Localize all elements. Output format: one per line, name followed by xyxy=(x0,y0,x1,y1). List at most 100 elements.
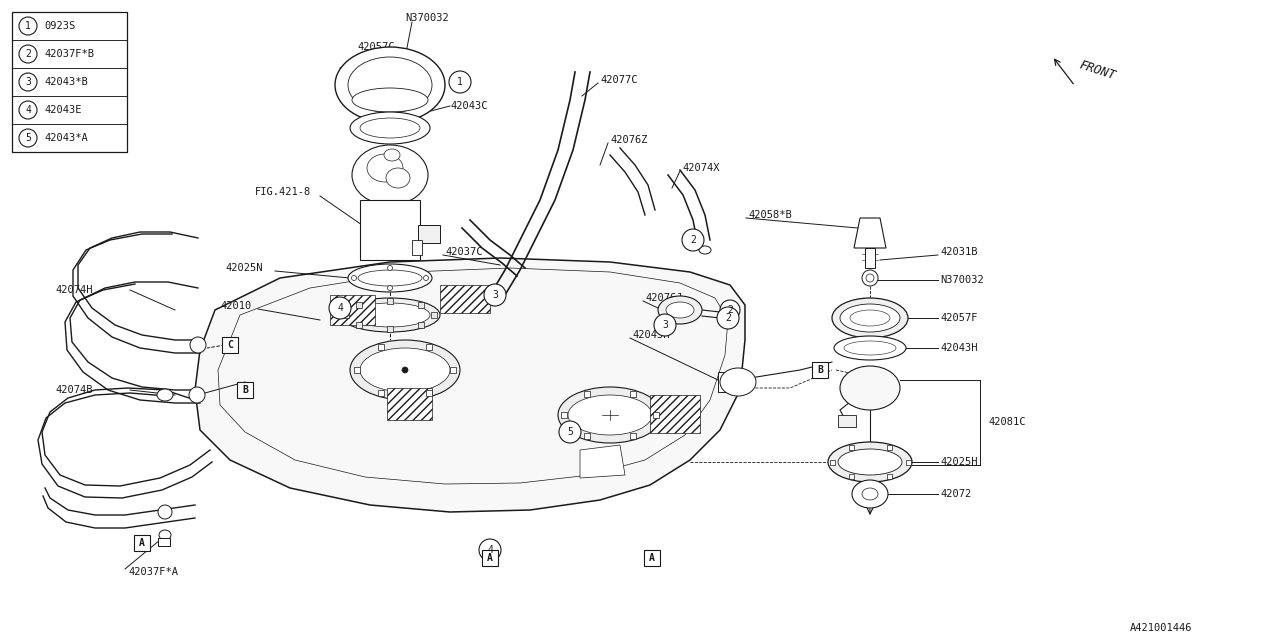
Ellipse shape xyxy=(666,302,694,318)
Bar xyxy=(343,312,349,318)
Ellipse shape xyxy=(424,275,429,280)
Circle shape xyxy=(329,297,351,319)
Circle shape xyxy=(682,229,704,251)
Text: 2: 2 xyxy=(690,235,696,245)
Text: A421001446: A421001446 xyxy=(1130,623,1193,633)
Text: 42072: 42072 xyxy=(940,489,972,499)
Ellipse shape xyxy=(658,296,701,324)
Ellipse shape xyxy=(358,270,422,286)
Text: 42057F: 42057F xyxy=(940,313,978,323)
Text: 42057C: 42057C xyxy=(357,42,396,52)
Bar xyxy=(12,96,127,124)
Polygon shape xyxy=(854,218,886,248)
Bar xyxy=(12,68,127,96)
Text: 3: 3 xyxy=(492,290,498,300)
Ellipse shape xyxy=(384,149,401,161)
Text: 3: 3 xyxy=(26,77,31,87)
Text: FRONT: FRONT xyxy=(1078,58,1117,82)
Bar xyxy=(451,367,456,373)
Circle shape xyxy=(19,73,37,91)
Ellipse shape xyxy=(340,298,440,332)
Ellipse shape xyxy=(699,246,710,254)
Circle shape xyxy=(19,45,37,63)
Circle shape xyxy=(19,17,37,35)
Polygon shape xyxy=(195,258,745,512)
Text: 4: 4 xyxy=(337,303,343,313)
Ellipse shape xyxy=(840,304,900,332)
Bar xyxy=(419,322,424,328)
Text: 42010: 42010 xyxy=(220,301,251,311)
Ellipse shape xyxy=(721,368,756,396)
Ellipse shape xyxy=(852,480,888,508)
Bar xyxy=(718,372,739,392)
Ellipse shape xyxy=(349,112,430,144)
Text: 42076J: 42076J xyxy=(645,293,682,303)
Ellipse shape xyxy=(835,336,906,360)
Ellipse shape xyxy=(189,337,206,353)
Ellipse shape xyxy=(861,270,878,286)
Text: 42025H: 42025H xyxy=(940,457,978,467)
Ellipse shape xyxy=(838,449,902,475)
Bar xyxy=(426,390,433,396)
Circle shape xyxy=(717,307,739,329)
Text: 42037F*B: 42037F*B xyxy=(44,49,93,59)
Bar xyxy=(387,388,433,420)
Ellipse shape xyxy=(360,118,420,138)
Ellipse shape xyxy=(867,274,874,282)
Text: 42074X: 42074X xyxy=(682,163,719,173)
Bar xyxy=(584,391,590,397)
Bar xyxy=(12,40,127,68)
Text: 0923S: 0923S xyxy=(44,21,76,31)
Ellipse shape xyxy=(387,168,410,188)
Bar xyxy=(419,302,424,308)
Text: 5: 5 xyxy=(567,427,573,437)
Text: B: B xyxy=(817,365,823,375)
Bar xyxy=(838,415,856,427)
Bar xyxy=(887,445,891,450)
Bar xyxy=(653,412,659,418)
Ellipse shape xyxy=(850,310,890,326)
Bar xyxy=(157,538,170,546)
Ellipse shape xyxy=(844,341,896,355)
Bar xyxy=(356,322,362,328)
Bar xyxy=(887,474,891,479)
Text: A: A xyxy=(488,553,493,563)
Bar xyxy=(829,460,835,465)
Text: 42037C: 42037C xyxy=(445,247,483,257)
Bar xyxy=(387,298,393,304)
Bar xyxy=(378,344,384,351)
Circle shape xyxy=(19,129,37,147)
Text: 1: 1 xyxy=(26,21,31,31)
Ellipse shape xyxy=(840,366,900,410)
Bar xyxy=(849,474,854,479)
Bar xyxy=(630,391,636,397)
Ellipse shape xyxy=(348,264,433,292)
Bar xyxy=(644,550,660,566)
Ellipse shape xyxy=(388,285,393,291)
Circle shape xyxy=(654,314,676,336)
Bar xyxy=(134,535,150,551)
Circle shape xyxy=(559,421,581,443)
Ellipse shape xyxy=(828,442,913,482)
Text: A: A xyxy=(140,538,145,548)
Text: 42045H: 42045H xyxy=(632,330,669,340)
Text: 42077C: 42077C xyxy=(600,75,637,85)
Text: N370032: N370032 xyxy=(404,13,449,23)
Text: 5: 5 xyxy=(26,133,31,143)
Bar xyxy=(356,302,362,308)
Bar xyxy=(237,382,253,398)
Bar xyxy=(426,344,433,351)
Text: A: A xyxy=(649,553,655,563)
Ellipse shape xyxy=(861,488,878,500)
Bar xyxy=(483,550,498,566)
Ellipse shape xyxy=(189,387,205,403)
Bar xyxy=(355,367,360,373)
Bar xyxy=(412,240,422,255)
Bar xyxy=(12,12,127,152)
Text: 4: 4 xyxy=(488,545,493,555)
Text: 2: 2 xyxy=(724,313,731,323)
Text: 42081C: 42081C xyxy=(988,417,1025,427)
Text: 42058*B: 42058*B xyxy=(748,210,792,220)
Text: 42074H: 42074H xyxy=(55,285,92,295)
Text: 42076Z: 42076Z xyxy=(611,135,648,145)
